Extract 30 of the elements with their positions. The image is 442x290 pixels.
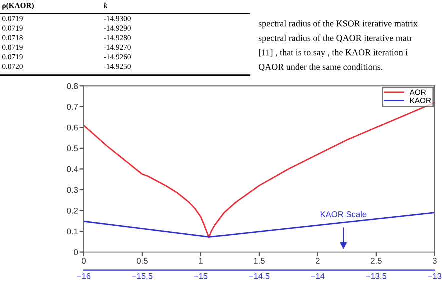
x2-tick-label: −14.5	[249, 273, 270, 280]
y-tick-label: 0.7	[67, 104, 78, 110]
y-tick-label: 0.4	[67, 166, 78, 172]
text: spectral radius of the QAOR iterative matr	[258, 34, 412, 44]
x2-tick-label: −15.5	[132, 273, 153, 280]
x-tick-label: 1.5	[254, 258, 265, 264]
text: QAOR under the same conditions.	[258, 64, 383, 72]
y-tick-label: 0.3	[67, 187, 78, 194]
x-tick-label: 0.5	[137, 258, 148, 264]
line-series	[84, 102, 435, 238]
y-tick-label: 0.2	[67, 208, 78, 214]
x-tick-label: 1	[199, 258, 203, 264]
x-tick-label: 2.5	[371, 258, 382, 264]
annotation: KAOR Scale	[320, 211, 367, 218]
y-tick-label: 0.8	[67, 83, 78, 90]
line-series	[84, 212, 435, 238]
y-tick-label: 0.1	[67, 228, 78, 235]
y-tick-label: 0	[74, 250, 78, 256]
x2-tick-label: −14	[311, 273, 325, 280]
text: spectral radius of the KSOR iterative matrix	[258, 20, 418, 29]
y-tick-label: 0.5	[67, 146, 78, 152]
x2-tick-label: −13	[428, 273, 442, 280]
x-tick-label: 2	[316, 258, 320, 264]
text: [11] , that is to say , the KAOR iteration i	[259, 49, 408, 58]
x2-tick-label: −15	[194, 273, 208, 280]
x2-tick-label: −16	[77, 273, 91, 280]
x-tick-label: 3	[432, 258, 437, 264]
x2-tick-label: −13.5	[366, 273, 387, 280]
y-tick-label: 0.6	[67, 124, 78, 131]
x-tick-label: 0	[82, 258, 86, 264]
